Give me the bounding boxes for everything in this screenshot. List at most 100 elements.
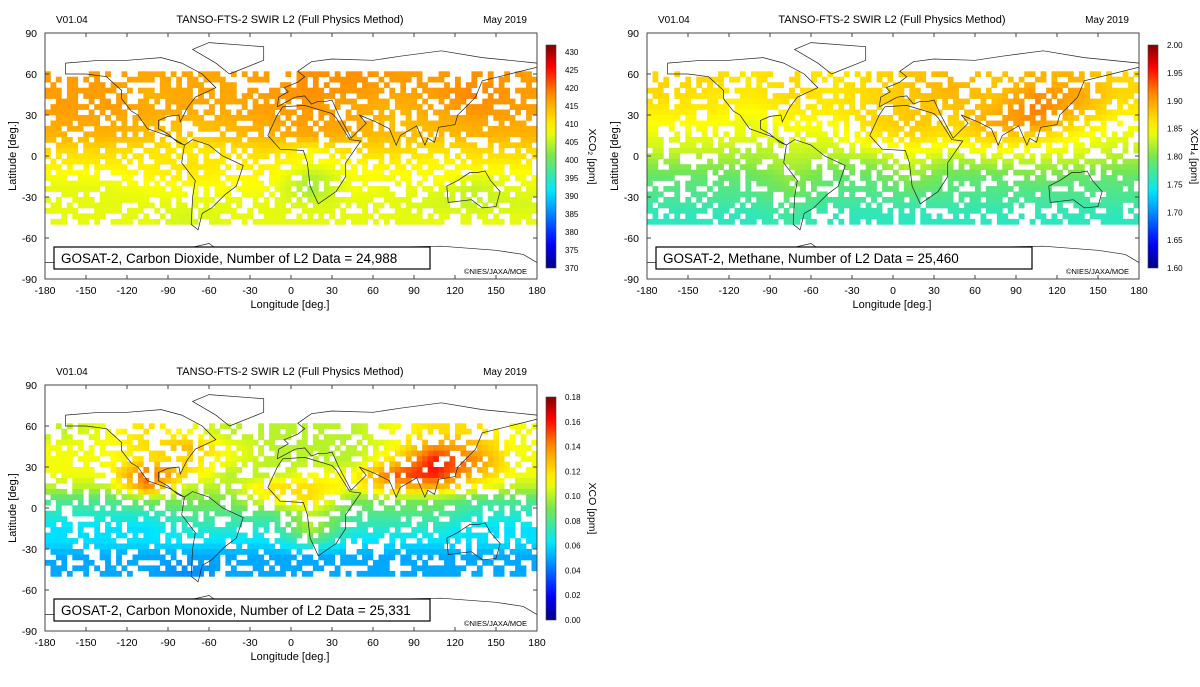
- data-cell: [417, 121, 423, 127]
- data-cell: [817, 121, 823, 127]
- data-cell: [406, 77, 412, 83]
- data-cell: [231, 93, 237, 99]
- data-cell: [1041, 137, 1047, 143]
- data-cell: [198, 440, 204, 446]
- data-cell: [663, 104, 669, 110]
- data-cell: [302, 429, 308, 435]
- data-cell: [133, 516, 139, 522]
- data-cell: [122, 126, 128, 132]
- data-cell: [789, 153, 795, 159]
- data-cell: [877, 131, 883, 137]
- data-cell: [784, 110, 790, 116]
- data-cell: [133, 500, 139, 506]
- data-cell: [461, 181, 467, 187]
- data-cell: [1008, 88, 1014, 94]
- data-cell: [702, 175, 708, 181]
- data-cell: [745, 159, 751, 165]
- data-cell: [1046, 142, 1052, 148]
- data-cell: [275, 434, 281, 440]
- data-cell: [357, 93, 363, 99]
- data-cell: [160, 153, 166, 159]
- data-cell: [888, 121, 894, 127]
- data-cell: [373, 489, 379, 495]
- data-cell: [526, 159, 532, 165]
- data-cell: [680, 93, 686, 99]
- data-cell: [422, 219, 428, 225]
- data-cell: [67, 148, 73, 154]
- data-cell: [1024, 175, 1030, 181]
- data-cell: [198, 175, 204, 181]
- data-cell: [94, 219, 100, 225]
- data-cell: [756, 88, 762, 94]
- data-cell: [461, 99, 467, 105]
- data-cell: [844, 71, 850, 77]
- data-cell: [368, 538, 374, 544]
- data-cell: [1002, 186, 1008, 192]
- data-cell: [461, 148, 467, 154]
- data-cell: [313, 434, 319, 440]
- data-cell: [215, 500, 221, 506]
- data-cell: [357, 203, 363, 209]
- data-cell: [1073, 192, 1079, 198]
- data-cell: [67, 104, 73, 110]
- data-cell: [975, 170, 981, 176]
- data-cell: [521, 170, 527, 176]
- data-cell: [986, 159, 992, 165]
- data-cell: [526, 77, 532, 83]
- data-cell: [406, 483, 412, 489]
- data-cell: [920, 159, 926, 165]
- data-cell: [707, 142, 713, 148]
- data-cell: [78, 197, 84, 203]
- data-cell: [499, 77, 505, 83]
- data-cell: [685, 219, 691, 225]
- data-cell: [718, 219, 724, 225]
- data-cell: [713, 181, 719, 187]
- data-cell: [176, 153, 182, 159]
- data-cell: [400, 467, 406, 473]
- data-cell: [477, 131, 483, 137]
- data-cell: [335, 175, 341, 181]
- data-cell: [439, 440, 445, 446]
- data-cell: [51, 159, 57, 165]
- data-cell: [482, 186, 488, 192]
- data-cell: [707, 203, 713, 209]
- data-cell: [696, 121, 702, 127]
- data-cell: [433, 208, 439, 214]
- data-cell: [724, 219, 730, 225]
- data-cell: [1057, 88, 1063, 94]
- data-cell: [450, 170, 456, 176]
- data-cell: [61, 186, 67, 192]
- data-cell: [920, 104, 926, 110]
- data-cell: [220, 511, 226, 517]
- data-cell: [1101, 164, 1107, 170]
- data-cell: [247, 115, 253, 121]
- data-cell: [116, 164, 122, 170]
- data-cell: [116, 115, 122, 121]
- data-cell: [1073, 77, 1079, 83]
- data-cell: [521, 175, 527, 181]
- data-cell: [286, 71, 292, 77]
- data-cell: [269, 93, 275, 99]
- data-cell: [138, 478, 144, 484]
- data-cell: [351, 104, 357, 110]
- data-cell: [444, 159, 450, 165]
- data-cell: [931, 159, 937, 165]
- data-cell: [351, 170, 357, 176]
- data-cell: [849, 197, 855, 203]
- data-cell: [433, 148, 439, 154]
- data-cell: [745, 104, 751, 110]
- data-cell: [948, 192, 954, 198]
- data-cell: [504, 192, 510, 198]
- data-cell: [67, 186, 73, 192]
- data-cell: [215, 505, 221, 511]
- data-cell: [526, 483, 532, 489]
- data-cell: [959, 159, 965, 165]
- data-cell: [735, 170, 741, 176]
- data-cell: [948, 164, 954, 170]
- data-cell: [422, 88, 428, 94]
- data-cell: [444, 511, 450, 517]
- data-cell: [849, 104, 855, 110]
- data-cell: [89, 522, 95, 528]
- data-cell: [61, 213, 67, 219]
- data-cell: [335, 483, 341, 489]
